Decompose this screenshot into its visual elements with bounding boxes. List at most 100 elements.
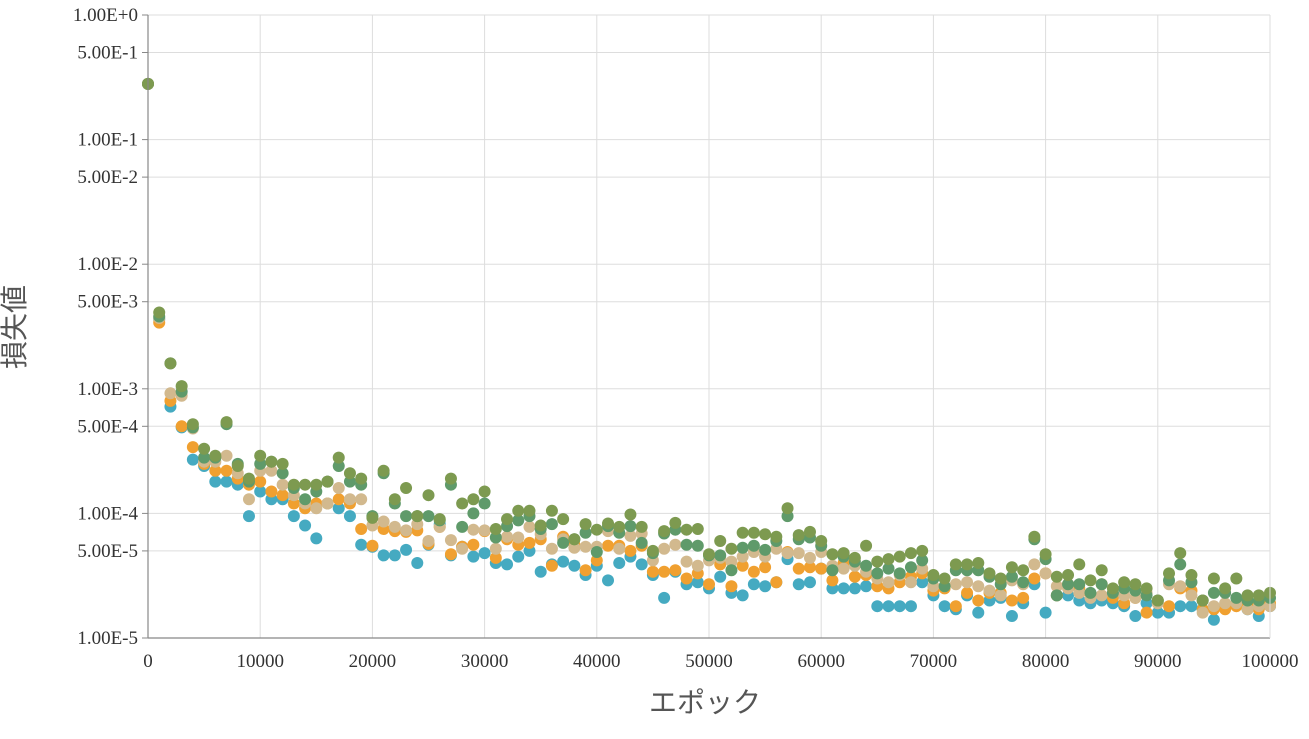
data-point [1241, 589, 1254, 602]
data-point [613, 556, 626, 569]
data-point [1207, 613, 1220, 626]
data-point [501, 513, 514, 526]
data-point [736, 526, 749, 539]
data-point [254, 475, 267, 488]
data-point [590, 546, 603, 558]
y-tick-label: 5.00E-4 [77, 416, 138, 437]
series-5 [142, 77, 1276, 607]
data-point [343, 475, 356, 488]
data-point [691, 539, 704, 552]
y-tick-label: 1.00E-4 [77, 503, 138, 524]
y-tick-label: 1.00E-3 [77, 379, 138, 400]
data-point [1174, 547, 1187, 560]
data-point [983, 567, 996, 580]
data-point [1140, 582, 1153, 595]
data-point [287, 510, 300, 523]
data-point [747, 526, 760, 539]
data-point [489, 522, 502, 535]
data-point [949, 578, 962, 591]
data-point [388, 493, 401, 506]
data-point [826, 574, 839, 587]
data-point [1017, 576, 1030, 589]
data-point [523, 520, 536, 533]
data-point [254, 485, 267, 498]
data-point [736, 559, 749, 572]
data-point [893, 600, 906, 613]
data-point [478, 524, 491, 537]
data-point [512, 514, 525, 527]
data-point [1050, 580, 1063, 593]
data-point [422, 510, 435, 523]
x-axis-title: エポック [649, 686, 761, 719]
data-point [714, 570, 727, 583]
data-point [1095, 578, 1108, 591]
data-point [803, 561, 816, 574]
data-point [209, 449, 222, 462]
data-point [747, 578, 760, 591]
data-point [568, 541, 581, 554]
data-point [1062, 569, 1075, 582]
data-point [792, 578, 805, 591]
x-tick-label: 60000 [797, 651, 845, 672]
data-point [1196, 606, 1209, 619]
data-point [893, 567, 906, 580]
data-point [972, 606, 985, 619]
data-point [265, 464, 278, 477]
grid-layer [147, 14, 1271, 639]
data-point [680, 555, 693, 568]
data-point [1062, 578, 1075, 591]
data-point [377, 549, 390, 562]
data-point [355, 538, 368, 551]
data-point [1050, 570, 1063, 583]
data-point [1230, 591, 1243, 604]
data-point [680, 523, 693, 536]
data-point [1219, 597, 1232, 610]
x-tick-label: 10000 [236, 651, 284, 672]
data-point [848, 551, 861, 564]
data-point [803, 576, 816, 589]
x-tick-label: 90000 [1134, 651, 1182, 672]
data-point [254, 449, 267, 462]
y-tick-label: 1.00E+0 [73, 5, 138, 26]
data-point [703, 548, 715, 561]
data-point [276, 457, 289, 470]
data-point [792, 547, 805, 560]
data-point [164, 357, 177, 370]
data-point [635, 536, 648, 549]
data-point [523, 504, 536, 517]
data-point [916, 554, 929, 567]
data-point [602, 574, 615, 587]
y-tick-label: 5.00E-1 [77, 43, 138, 64]
data-point [287, 497, 300, 510]
data-point [904, 547, 917, 560]
data-point [579, 526, 592, 539]
data-point [714, 535, 727, 548]
data-point [658, 565, 671, 578]
data-point [759, 528, 772, 541]
data-point [489, 551, 502, 564]
data-point [400, 543, 413, 556]
data-point [545, 518, 558, 531]
data-point [747, 539, 760, 552]
data-point [1084, 586, 1097, 599]
data-point [456, 520, 469, 533]
data-point [882, 553, 895, 566]
data-point [489, 542, 502, 555]
data-point [568, 559, 581, 572]
data-point [579, 540, 592, 553]
data-point [961, 576, 974, 589]
data-point [916, 576, 929, 589]
data-point [736, 589, 749, 602]
data-point [871, 567, 884, 580]
data-point [186, 418, 199, 431]
data-point [400, 510, 413, 523]
data-point [994, 572, 1007, 585]
data-point [175, 420, 188, 433]
data-point [658, 542, 671, 555]
data-point [299, 493, 312, 506]
data-point [882, 576, 895, 589]
data-point [916, 562, 929, 575]
data-point [1073, 578, 1086, 591]
data-point [972, 556, 985, 569]
data-point [826, 564, 839, 577]
